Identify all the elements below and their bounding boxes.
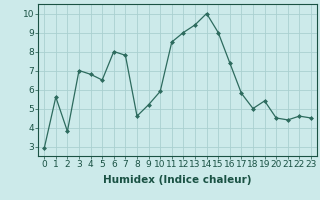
X-axis label: Humidex (Indice chaleur): Humidex (Indice chaleur) (103, 175, 252, 185)
